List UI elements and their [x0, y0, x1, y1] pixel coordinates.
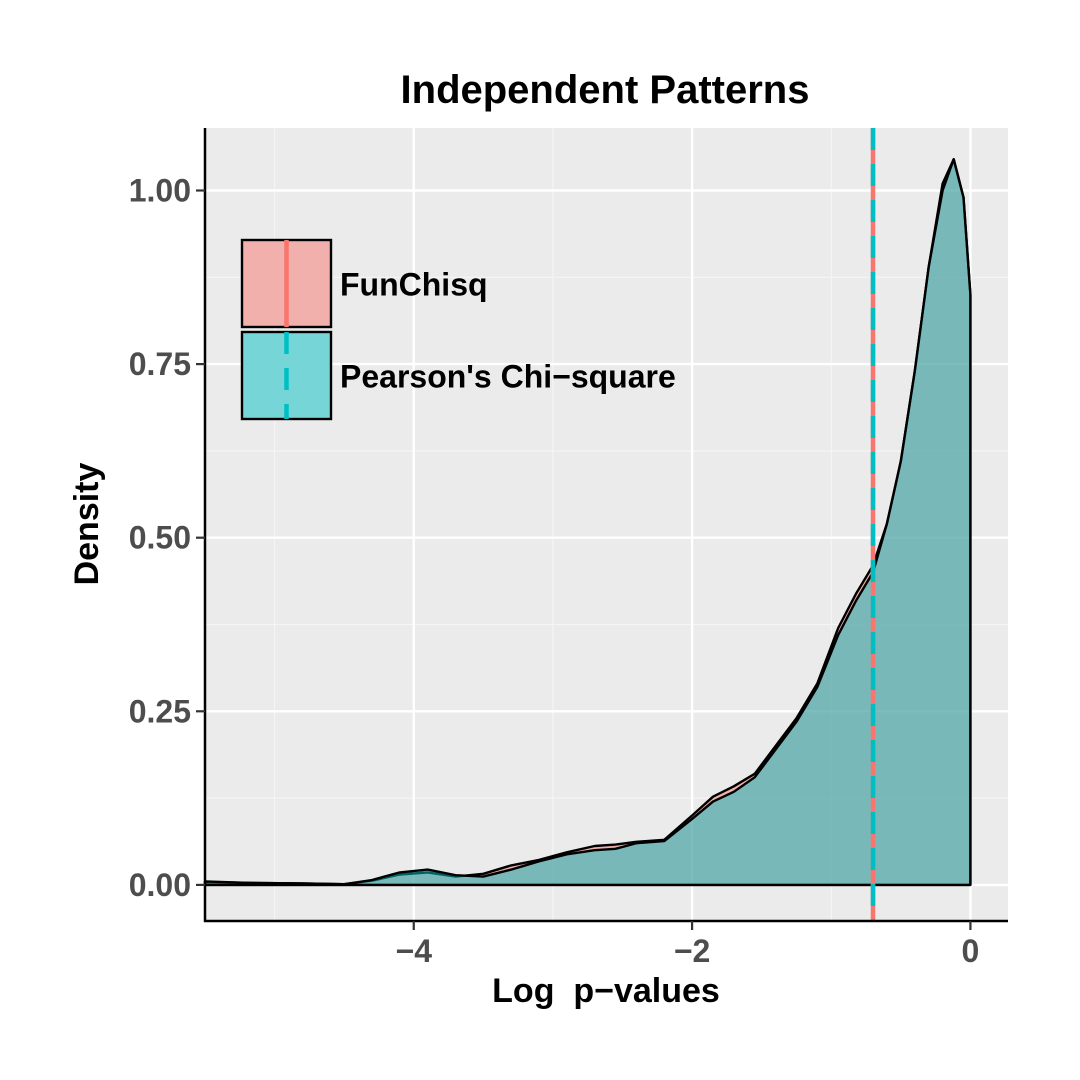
y-tick-label-0: 0.00 [129, 867, 191, 903]
chart-title: Independent Patterns [401, 68, 810, 112]
y-tick-label-4: 1.00 [129, 172, 191, 208]
legend-label-1: Pearson's Chi−square [340, 359, 676, 395]
y-axis-ticks: 0.00 0.25 0.50 0.75 1.00 [129, 172, 205, 903]
legend-label-0: FunChisq [340, 267, 488, 303]
x-tick-label-1: −2 [674, 933, 710, 969]
legend: FunChisq Pearson's Chi−square [240, 238, 676, 421]
y-axis-title: Density [68, 463, 106, 586]
density-area-series-1 [203, 158, 972, 887]
y-tick-label-1: 0.25 [129, 693, 191, 729]
y-tick-label-2: 0.50 [129, 520, 191, 556]
x-axis-ticks: −4 −2 0 [396, 921, 980, 969]
y-tick-label-3: 0.75 [129, 346, 191, 382]
x-tick-label-0: −4 [396, 933, 433, 969]
density-areas [203, 158, 972, 887]
x-axis-title: Log p−values [492, 972, 720, 1010]
x-tick-label-2: 0 [962, 933, 980, 969]
